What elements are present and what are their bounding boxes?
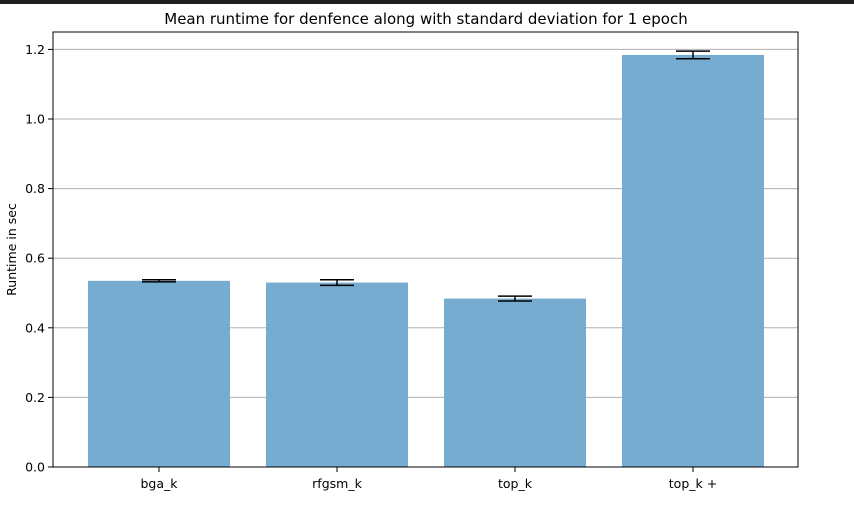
chart-title: Mean runtime for denfence along with sta…	[164, 10, 687, 28]
x-axis-ticks: bga_k rfgsm_k top_k top_k +	[140, 467, 717, 491]
y-tick-label: 1.0	[25, 112, 45, 127]
y-tick-label: 1.2	[25, 42, 45, 57]
error-bars	[142, 50, 710, 302]
plot-frame	[52, 31, 799, 468]
y-axis-ticks: 0.0 0.2 0.4 0.6 0.8 1.0 1.2	[25, 42, 53, 475]
bar-bga-k	[88, 280, 230, 467]
y-tick-label: 0.8	[25, 181, 45, 196]
y-tick-label: 0.2	[25, 390, 45, 405]
bar-top-k	[622, 54, 764, 468]
window-top-bar	[0, 0, 854, 4]
x-tick-label: rfgsm_k	[312, 476, 362, 491]
y-tick-label: 0.4	[25, 320, 45, 335]
bar-rfgsm-k	[266, 282, 408, 467]
y-axis-label: Runtime in sec	[4, 203, 19, 296]
x-tick-label: bga_k	[140, 476, 178, 491]
x-tick-label: top_k +	[669, 476, 717, 491]
bar-top-k	[444, 298, 586, 467]
bars	[88, 54, 764, 468]
x-tick-label: top_k	[498, 476, 533, 491]
y-tick-label: 0.0	[25, 460, 45, 475]
y-tick-label: 0.6	[25, 251, 45, 266]
